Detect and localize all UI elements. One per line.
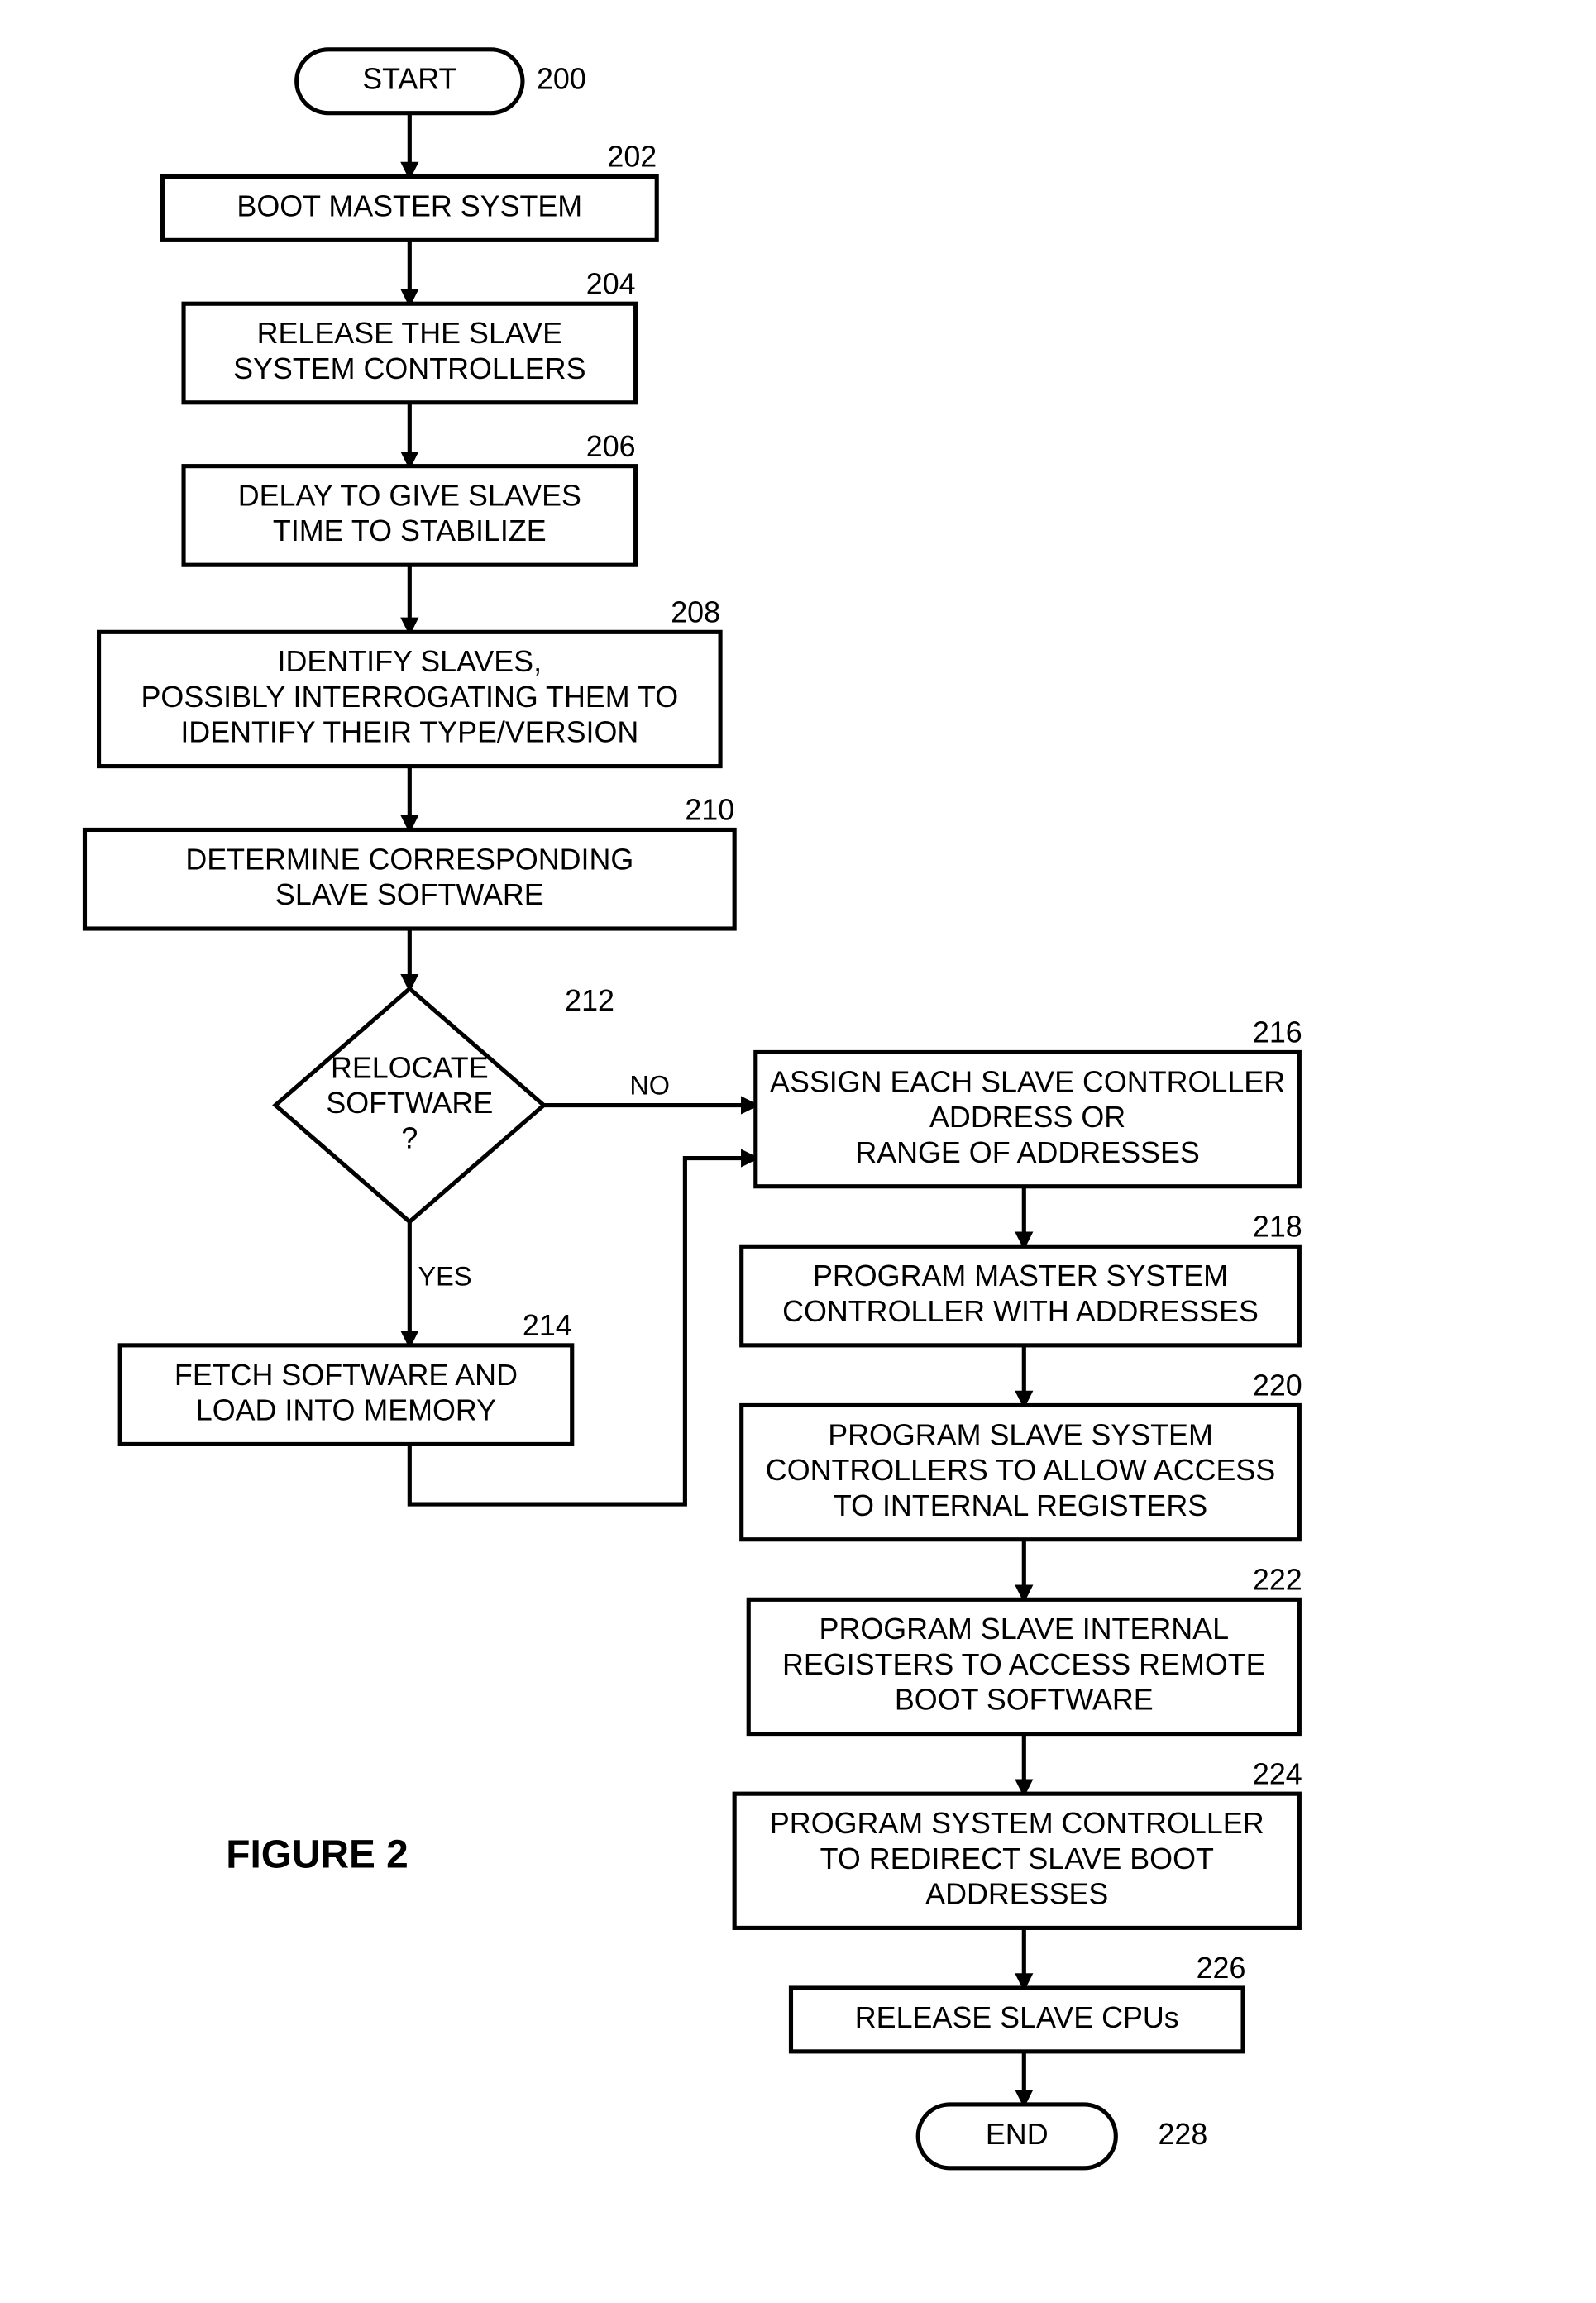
node-label: RELEASE SLAVE CPUs — [855, 2001, 1179, 2034]
node-label: ADDRESS OR — [929, 1101, 1125, 1134]
node-label: RELEASE THE SLAVE — [257, 317, 562, 350]
edge-label-no: NO — [629, 1071, 670, 1101]
ref-220: 220 — [1253, 1369, 1302, 1402]
ref-206: 206 — [586, 430, 636, 463]
node-label: START — [362, 63, 456, 96]
ref-204: 204 — [586, 267, 636, 300]
flowchart-canvas: YES NO START 200 BOOT MASTER SYSTEM 202 RELEA… — [0, 0, 1596, 2303]
ref-218: 218 — [1253, 1210, 1302, 1243]
node-label: IDENTIFY SLAVES, — [278, 645, 542, 678]
node-label: PROGRAM SLAVE INTERNAL — [820, 1613, 1230, 1646]
ref-208: 208 — [671, 595, 720, 628]
node-label: RANGE OF ADDRESSES — [855, 1136, 1199, 1169]
node-n200: START 200 — [297, 50, 586, 113]
node-n228: END 228 — [918, 2105, 1207, 2168]
node-label: RELOCATE — [331, 1051, 489, 1084]
node-label: SYSTEM CONTROLLERS — [233, 352, 585, 385]
figure-caption: FIGURE 2 — [226, 1833, 409, 1877]
node-label: ? — [401, 1122, 418, 1155]
node-label: PROGRAM MASTER SYSTEM — [813, 1259, 1228, 1292]
node-label: BOOT MASTER SYSTEM — [237, 189, 582, 222]
node-label: END — [986, 2118, 1049, 2151]
node-n212: RELOCATESOFTWARE? 212 — [275, 984, 614, 1221]
node-label: DELAY TO GIVE SLAVES — [238, 480, 581, 513]
node-label: TO REDIRECT SLAVE BOOT — [820, 1842, 1214, 1875]
node-label: POSSIBLY INTERROGATING THEM TO — [141, 681, 679, 714]
ref-228: 228 — [1158, 2118, 1207, 2151]
edge-label-yes: YES — [418, 1261, 472, 1291]
node-label: IDENTIFY THEIR TYPE/VERSION — [180, 716, 638, 749]
node-label: BOOT SOFTWARE — [895, 1684, 1154, 1717]
node-label: FETCH SOFTWARE AND — [174, 1359, 518, 1392]
ref-214: 214 — [523, 1309, 572, 1342]
node-label: TO INTERNAL REGISTERS — [834, 1489, 1207, 1522]
ref-200: 200 — [537, 63, 586, 96]
node-label: REGISTERS TO ACCESS REMOTE — [782, 1648, 1266, 1681]
node-label: CONTROLLER WITH ADDRESSES — [782, 1295, 1259, 1328]
node-label: LOAD INTO MEMORY — [196, 1393, 496, 1426]
ref-210: 210 — [685, 794, 734, 827]
node-label: TIME TO STABILIZE — [273, 514, 547, 547]
node-label: PROGRAM SYSTEM CONTROLLER — [770, 1807, 1264, 1840]
node-n224: PROGRAM SYSTEM CONTROLLERTO REDIRECT SLA… — [734, 1757, 1302, 1928]
ref-216: 216 — [1253, 1016, 1302, 1049]
ref-202: 202 — [607, 141, 657, 174]
node-label: ADDRESSES — [925, 1877, 1108, 1910]
node-label: PROGRAM SLAVE SYSTEM — [828, 1418, 1213, 1451]
node-n226: RELEASE SLAVE CPUs 226 — [791, 1952, 1245, 2052]
ref-212: 212 — [565, 984, 614, 1017]
node-n216: ASSIGN EACH SLAVE CONTROLLERADDRESS ORRA… — [756, 1016, 1302, 1187]
ref-226: 226 — [1197, 1952, 1246, 1985]
edge-n214-n216 — [409, 1159, 755, 1504]
node-label: SOFTWARE — [326, 1087, 493, 1120]
node-label: DETERMINE CORRESPONDING — [185, 843, 633, 876]
node-n214: FETCH SOFTWARE ANDLOAD INTO MEMORY 214 — [120, 1309, 572, 1444]
node-label: CONTROLLERS TO ALLOW ACCESS — [766, 1454, 1275, 1487]
ref-222: 222 — [1253, 1563, 1302, 1596]
node-label: SLAVE SOFTWARE — [275, 878, 544, 911]
ref-224: 224 — [1253, 1757, 1302, 1790]
node-label: ASSIGN EACH SLAVE CONTROLLER — [770, 1065, 1285, 1098]
